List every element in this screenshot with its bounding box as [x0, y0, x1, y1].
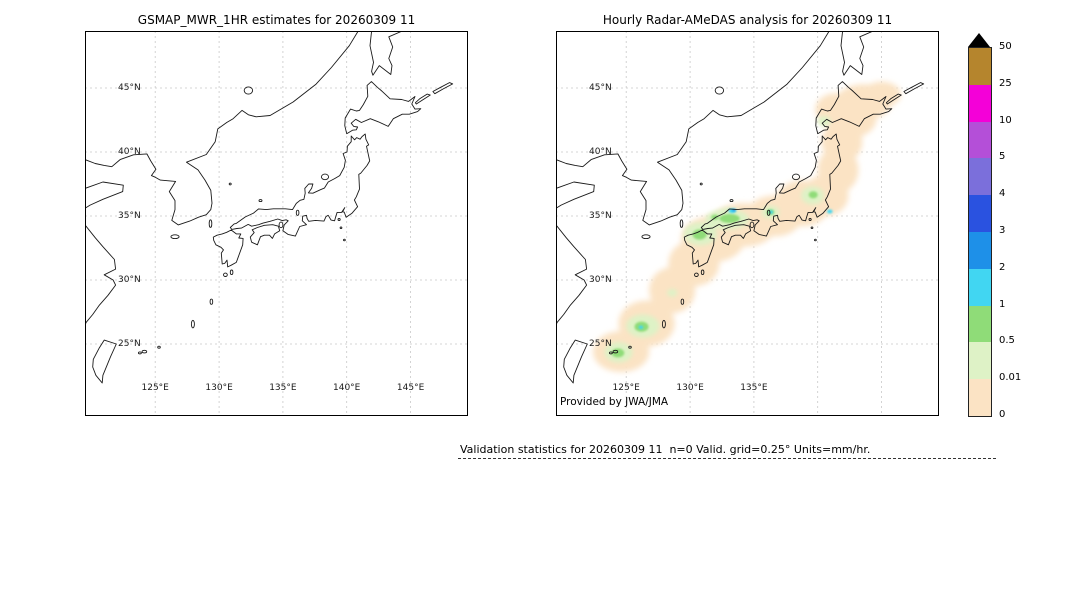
lon-label: 135°E — [269, 383, 297, 393]
graticule — [85, 31, 468, 416]
lon-label: 125°E — [612, 383, 640, 393]
colorbar-tick-label: 4 — [999, 188, 1006, 200]
lon-label: 145°E — [396, 383, 425, 393]
lon-label: 130°E — [676, 383, 704, 393]
colorbar-ticks: 50 25 10 5 4 3 2 1 0.5 0.01 0 — [968, 33, 1032, 427]
radar-amedas-map-panel: Provided by JWA/JMA 45°N 40°N 35°N 30°N 25°N… — [556, 31, 939, 416]
colorbar-scale — [968, 47, 992, 417]
map-frame — [556, 31, 939, 416]
validation-stats-text: Validation statistics for 20260309 11 n=… — [460, 443, 871, 456]
lat-label: 30°N — [118, 275, 141, 285]
radar-amedas-map — [556, 31, 939, 416]
colorbar-segment — [969, 231, 991, 269]
colorbar-tick-label: 50 — [999, 41, 1012, 52]
colorbar-segment — [969, 121, 991, 159]
gsmap-map — [85, 31, 468, 416]
gsmap-panel-title: GSMAP_MWR_1HR estimates for 20260309 11 — [137, 13, 416, 27]
lat-label: 30°N — [589, 275, 612, 285]
colorbar-segment — [969, 342, 991, 380]
lon-label: 130°E — [205, 383, 233, 393]
colorbar: 50 25 10 5 4 3 2 1 0.5 0.01 0 — [968, 33, 1032, 427]
lat-label: 35°N — [118, 211, 141, 221]
colorbar-tick-label: 0.01 — [999, 372, 1022, 384]
lon-label: 140°E — [333, 383, 361, 393]
colorbar-segment — [969, 268, 991, 306]
map-frame — [85, 31, 468, 416]
lat-label: 40°N — [589, 147, 612, 157]
colorbar-tick-label: 10 — [999, 114, 1012, 126]
lon-label: 135°E — [740, 383, 768, 393]
colorbar-tick-label: 1 — [999, 298, 1006, 310]
radar-panel-title: Hourly Radar-AMeDAS analysis for 2026030… — [602, 13, 893, 27]
lat-label: 25°N — [118, 339, 141, 349]
colorbar-tick-label: 2 — [999, 261, 1006, 273]
colorbar-tick-label: 0.5 — [999, 335, 1015, 347]
gsmap-map-panel: 45°N 40°N 35°N 30°N 25°N 125°E 130°E 135°E 140°E… — [85, 31, 468, 416]
colorbar-segment — [969, 195, 991, 232]
lat-label: 40°N — [118, 147, 141, 157]
colorbar-tick-label: 3 — [999, 225, 1006, 236]
colorbar-tick-label: 5 — [999, 151, 1006, 163]
colorbar-segment — [969, 158, 991, 196]
lat-label: 45°N — [589, 83, 612, 93]
lat-label: 25°N — [589, 339, 612, 349]
attribution-text: Provided by JWA/JMA — [560, 396, 669, 408]
lat-label: 45°N — [118, 83, 141, 93]
colorbar-segment — [969, 305, 991, 343]
lon-label: 125°E — [141, 383, 169, 393]
colorbar-overflow-arrow-icon — [968, 33, 990, 47]
colorbar-tick-label: 25 — [999, 77, 1012, 89]
coastlines — [85, 31, 454, 384]
dashed-separator-line — [458, 458, 996, 459]
colorbar-segment — [969, 379, 991, 416]
lat-label: 35°N — [589, 211, 612, 221]
colorbar-segment — [969, 48, 991, 85]
coastlines — [556, 31, 925, 384]
colorbar-tick-label: 0 — [999, 409, 1006, 420]
colorbar-segment — [969, 84, 991, 122]
